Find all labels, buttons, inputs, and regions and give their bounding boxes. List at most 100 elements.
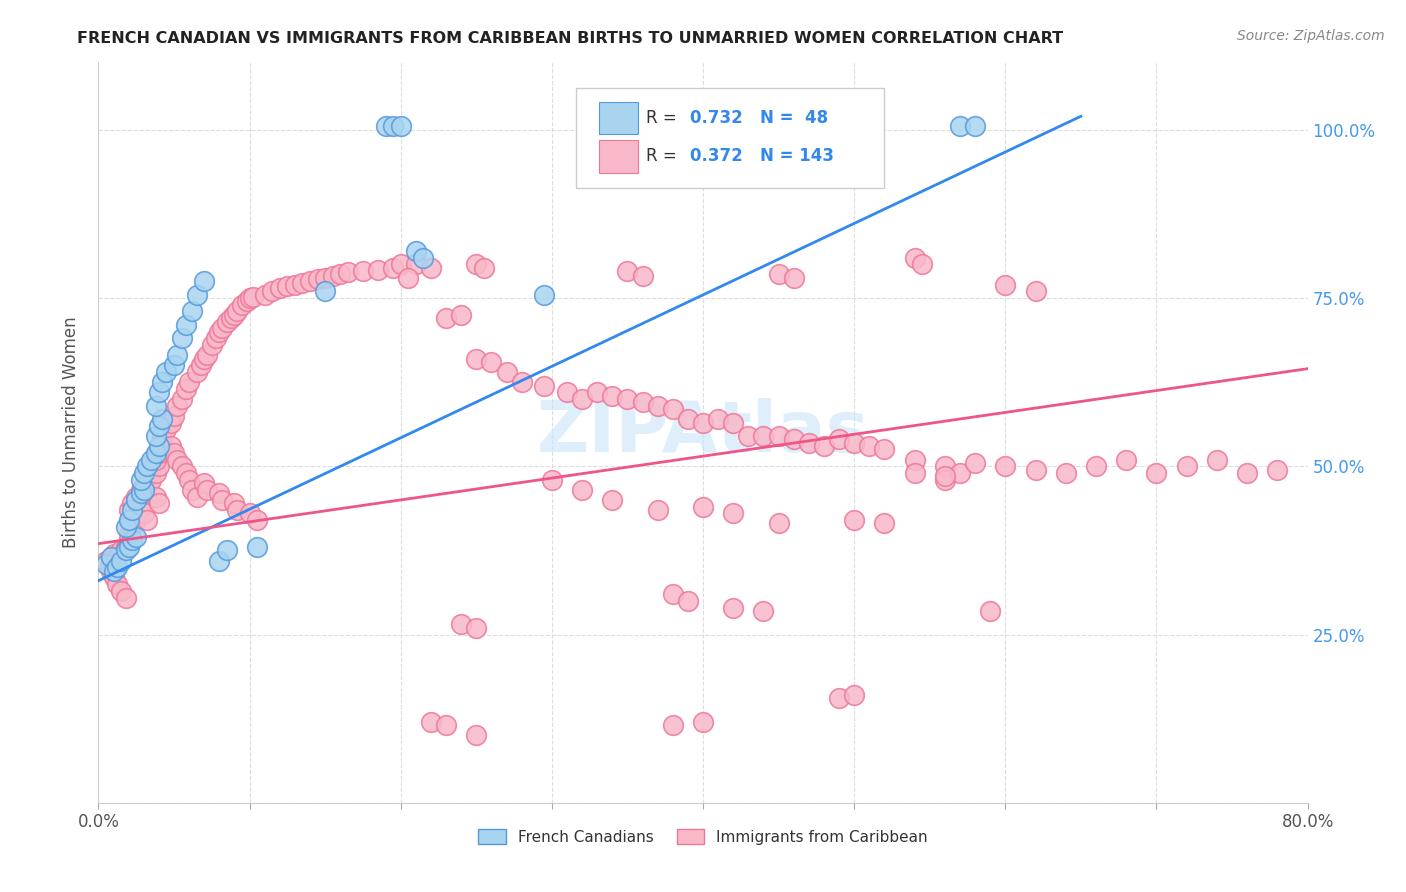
Point [100, 550, 122, 565]
FancyBboxPatch shape [576, 88, 884, 188]
Point [631, 395, 654, 409]
Point [235, 294, 257, 309]
Point [239, 291, 262, 305]
Point [1144, 466, 1167, 480]
Point [307, 272, 329, 286]
Point [103, 547, 125, 561]
Point [844, 688, 866, 702]
Point [262, 285, 284, 299]
Point [434, 311, 457, 326]
Point [322, 269, 344, 284]
Point [465, 351, 488, 366]
Point [314, 270, 336, 285]
Point [676, 594, 699, 608]
Point [170, 459, 193, 474]
Point [555, 385, 578, 400]
Point [190, 359, 212, 373]
Point [148, 418, 170, 433]
Point [844, 513, 866, 527]
Point [150, 439, 173, 453]
Point [571, 392, 593, 406]
Point [121, 520, 143, 534]
Point [616, 264, 638, 278]
Point [118, 533, 141, 548]
Point [1267, 462, 1289, 476]
Point [145, 466, 167, 480]
Point [783, 433, 806, 447]
Point [114, 520, 136, 534]
Point [186, 365, 208, 379]
Point [155, 422, 177, 436]
Point [336, 265, 359, 279]
Point [141, 452, 163, 467]
Point [201, 338, 224, 352]
Point [205, 331, 228, 345]
Point [114, 591, 136, 605]
Point [276, 279, 298, 293]
Point [179, 473, 201, 487]
Point [828, 691, 851, 706]
Point [110, 553, 132, 567]
Point [768, 429, 790, 443]
Point [540, 473, 562, 487]
Point [737, 429, 759, 443]
Point [114, 540, 136, 554]
Point [160, 416, 183, 430]
Point [723, 600, 745, 615]
Point [1085, 459, 1108, 474]
Point [239, 507, 262, 521]
Point [768, 268, 790, 282]
Point [166, 399, 188, 413]
Point [148, 439, 170, 453]
Point [965, 456, 987, 470]
Point [148, 459, 170, 474]
Point [873, 442, 896, 457]
Point [904, 452, 927, 467]
Point [934, 473, 956, 487]
Point [226, 503, 249, 517]
Point [797, 435, 820, 450]
Point [1175, 459, 1198, 474]
Point [389, 257, 412, 271]
Point [195, 348, 218, 362]
Point [858, 439, 880, 453]
Point [170, 331, 193, 345]
Point [94, 553, 117, 567]
Point [692, 416, 714, 430]
Point [1115, 452, 1137, 467]
Point [148, 446, 170, 460]
Point [616, 392, 638, 406]
Point [949, 120, 972, 134]
Point [647, 399, 669, 413]
Point [132, 483, 155, 497]
Point [132, 507, 155, 521]
Point [163, 409, 186, 423]
Point [661, 587, 683, 601]
Point [434, 718, 457, 732]
Point [783, 270, 806, 285]
Point [148, 385, 170, 400]
Point [602, 492, 624, 507]
Text: 0.372   N = 143: 0.372 N = 143 [690, 147, 834, 165]
Point [208, 325, 231, 339]
Point [723, 416, 745, 430]
Point [586, 385, 609, 400]
Point [284, 277, 307, 292]
Point [396, 270, 419, 285]
Point [150, 412, 173, 426]
Point [253, 287, 276, 301]
Point [145, 399, 167, 413]
Point [723, 507, 745, 521]
Point [129, 486, 152, 500]
Point [132, 466, 155, 480]
Point [155, 365, 177, 379]
Point [224, 308, 246, 322]
Point [1054, 466, 1077, 480]
Point [676, 412, 699, 426]
Point [174, 382, 197, 396]
Point [382, 260, 405, 275]
Point [465, 257, 488, 271]
Point [195, 483, 218, 497]
Point [291, 276, 314, 290]
Point [135, 459, 157, 474]
